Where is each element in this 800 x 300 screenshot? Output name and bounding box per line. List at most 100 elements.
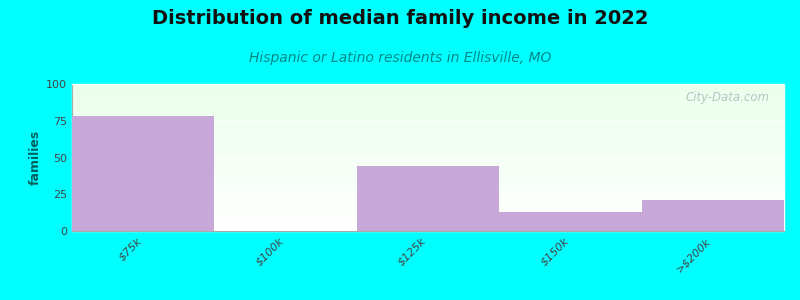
Bar (72, 172, 784, 173)
Bar (72, 216, 784, 217)
Bar (72, 164, 784, 165)
Bar (72, 227, 784, 228)
Y-axis label: families: families (29, 130, 42, 185)
Bar (72, 123, 784, 124)
Bar (72, 112, 784, 113)
Bar (72, 152, 784, 153)
Bar (72, 178, 784, 179)
Bar (72, 113, 784, 114)
Bar (72, 221, 784, 222)
Bar (72, 117, 784, 118)
Bar (72, 193, 784, 194)
Bar (357, 166, 499, 231)
Bar (72, 97, 784, 98)
Bar (72, 186, 784, 187)
Bar (72, 222, 784, 223)
Bar (72, 140, 784, 141)
Bar (72, 167, 784, 168)
Bar (72, 179, 784, 180)
Bar (72, 211, 784, 212)
Bar (72, 107, 784, 108)
Bar (72, 85, 784, 86)
Bar (72, 160, 784, 161)
Bar (72, 100, 784, 101)
Bar (72, 153, 784, 154)
Bar (72, 87, 784, 88)
Bar (72, 204, 784, 205)
Bar (72, 119, 784, 120)
Bar (72, 94, 784, 95)
Bar (72, 136, 784, 137)
Bar (72, 109, 784, 110)
Bar (72, 192, 784, 193)
Bar (72, 146, 784, 147)
Bar (72, 154, 784, 155)
Bar (72, 126, 784, 127)
Bar (72, 189, 784, 190)
Bar (72, 196, 784, 197)
Bar (72, 148, 784, 149)
Bar (72, 95, 784, 96)
Bar (72, 155, 784, 156)
Bar (72, 150, 784, 151)
Bar (72, 156, 784, 157)
Bar (72, 145, 784, 146)
Bar (72, 200, 784, 201)
Bar (499, 212, 642, 231)
Bar (72, 86, 784, 87)
Bar (72, 226, 784, 227)
Bar (72, 180, 784, 181)
Bar (72, 202, 784, 203)
Bar (72, 149, 784, 150)
Bar (72, 92, 784, 93)
Bar (72, 159, 784, 160)
Bar (72, 201, 784, 202)
Bar (72, 133, 784, 134)
Bar (72, 229, 784, 230)
Text: City-Data.com: City-Data.com (686, 91, 770, 104)
Bar (72, 131, 784, 132)
Bar (72, 132, 784, 133)
Bar (72, 185, 784, 186)
Bar (72, 219, 784, 220)
Bar (72, 110, 784, 111)
Bar (72, 225, 784, 226)
Bar (72, 206, 784, 207)
Bar (72, 104, 784, 105)
Bar (72, 120, 784, 121)
Text: Hispanic or Latino residents in Ellisville, MO: Hispanic or Latino residents in Ellisvil… (249, 51, 551, 65)
Bar (72, 101, 784, 102)
Bar (72, 96, 784, 97)
Bar (72, 215, 784, 216)
Bar (72, 115, 784, 116)
Bar (72, 162, 784, 163)
Bar (72, 125, 784, 126)
Bar (72, 224, 784, 225)
Bar (72, 217, 784, 218)
Bar (72, 197, 784, 198)
Bar (72, 106, 784, 107)
Bar (72, 190, 784, 191)
Bar (72, 228, 784, 229)
Bar (72, 141, 784, 142)
Bar (72, 129, 784, 130)
Bar (72, 93, 784, 94)
Bar (72, 165, 784, 166)
Bar (72, 118, 784, 119)
Bar (72, 220, 784, 221)
Bar (72, 174, 784, 175)
Bar (72, 124, 784, 125)
Bar (72, 183, 784, 184)
Bar (72, 121, 784, 122)
Bar (72, 114, 784, 115)
Bar (72, 116, 784, 117)
Bar (72, 135, 784, 136)
Bar (72, 142, 784, 143)
Bar (72, 91, 784, 92)
Bar (72, 194, 784, 195)
Bar (72, 198, 784, 199)
Bar (72, 210, 784, 211)
Bar (72, 170, 784, 171)
Bar (72, 182, 784, 183)
Bar (72, 184, 784, 185)
